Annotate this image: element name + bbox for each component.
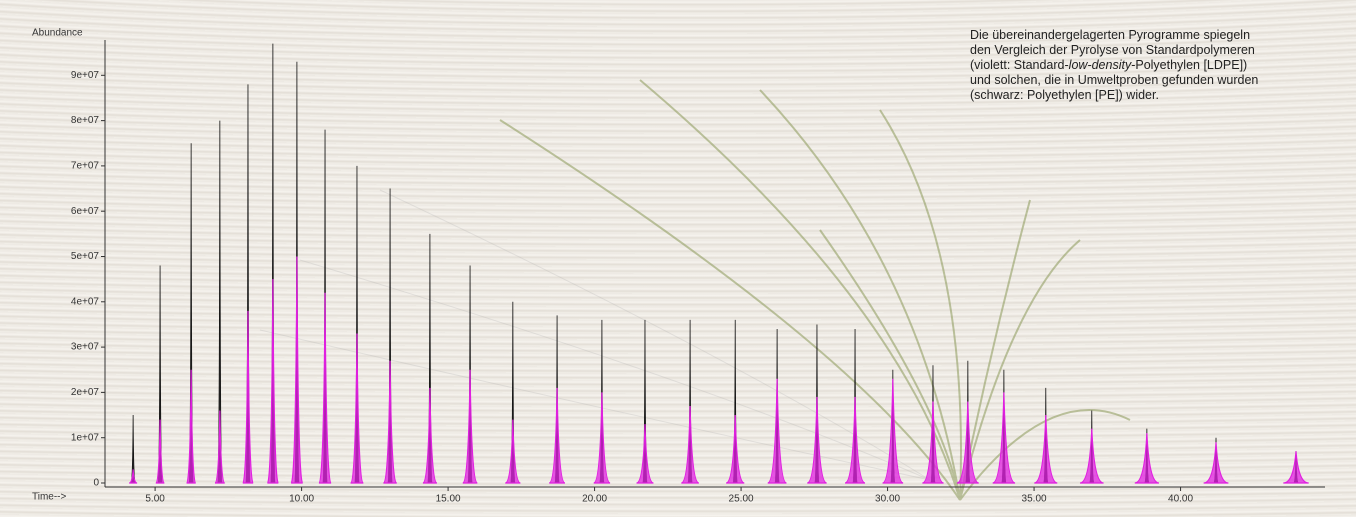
peak-overlay [636, 424, 654, 484]
y-tick-label: 5e+07 [71, 251, 100, 262]
annotation-text: Die übereinandergelagerten Pyrogramme sp… [970, 28, 1255, 72]
x-axis-label: Time--> [32, 492, 67, 503]
peak-overlay [1079, 428, 1104, 484]
y-tick-label: 3e+07 [71, 342, 100, 353]
x-tick-label: 35.00 [1022, 494, 1047, 505]
peak-overlay [504, 419, 521, 484]
y-axis-label: Abundance [32, 28, 83, 39]
y-tick-label: 1e+07 [71, 432, 100, 443]
y-tick-label: 6e+07 [71, 206, 100, 217]
x-tick-label: 40.00 [1168, 494, 1193, 505]
peak-overlay [992, 392, 1016, 484]
peak-overlay [422, 387, 438, 484]
peak-overlay [593, 392, 611, 484]
y-tick-label: 8e+07 [71, 115, 100, 126]
x-tick-label: 5.00 [145, 494, 165, 505]
peak-overlay [1283, 451, 1309, 484]
peak-overlay [462, 369, 478, 484]
annotation: Die übereinandergelagerten Pyrogramme sp… [970, 28, 1270, 103]
y-tick-label: 9e+07 [71, 70, 100, 81]
peak-overlay [382, 360, 398, 484]
peak-overlay [922, 401, 944, 484]
y-tick-label: 2e+07 [71, 387, 100, 398]
peak-overlay [548, 387, 566, 484]
x-tick-label: 25.00 [729, 494, 754, 505]
x-tick-label: 10.00 [289, 494, 314, 505]
peak-overlay [318, 292, 332, 484]
annotation-italic: low-density [1068, 58, 1132, 72]
peak-overlay [767, 378, 787, 484]
peak-overlay [290, 256, 304, 484]
peak-overlay [349, 333, 364, 484]
peak-overlay [155, 419, 165, 484]
x-tick-label: 15.00 [436, 494, 461, 505]
shadow [259, 189, 931, 481]
peak-overlay [1134, 433, 1160, 484]
peak-overlay [128, 469, 138, 484]
peak-overlay [1034, 415, 1058, 484]
peak-overlay [242, 310, 254, 484]
grass [499, 79, 1131, 501]
y-tick-label: 4e+07 [71, 296, 100, 307]
annotation-text: -Polyethylen [LDPE]) und solchen, die in… [970, 58, 1259, 102]
y-tick-label: 7e+07 [71, 161, 100, 172]
peak-overlay [844, 396, 866, 484]
peak-overlay [882, 378, 904, 484]
peak-overlay [185, 369, 197, 484]
peak-overlay [725, 415, 745, 484]
peak-overlay [681, 405, 700, 484]
peak-overlay [1203, 442, 1229, 484]
peak-overlay [956, 401, 979, 484]
peak-overlay [266, 279, 279, 484]
x-tick-label: 20.00 [582, 494, 607, 505]
peak-overlay [806, 396, 827, 484]
x-tick-label: 30.00 [875, 494, 900, 505]
y-tick-label: 0 [93, 478, 99, 489]
peak-overlay [214, 410, 226, 484]
